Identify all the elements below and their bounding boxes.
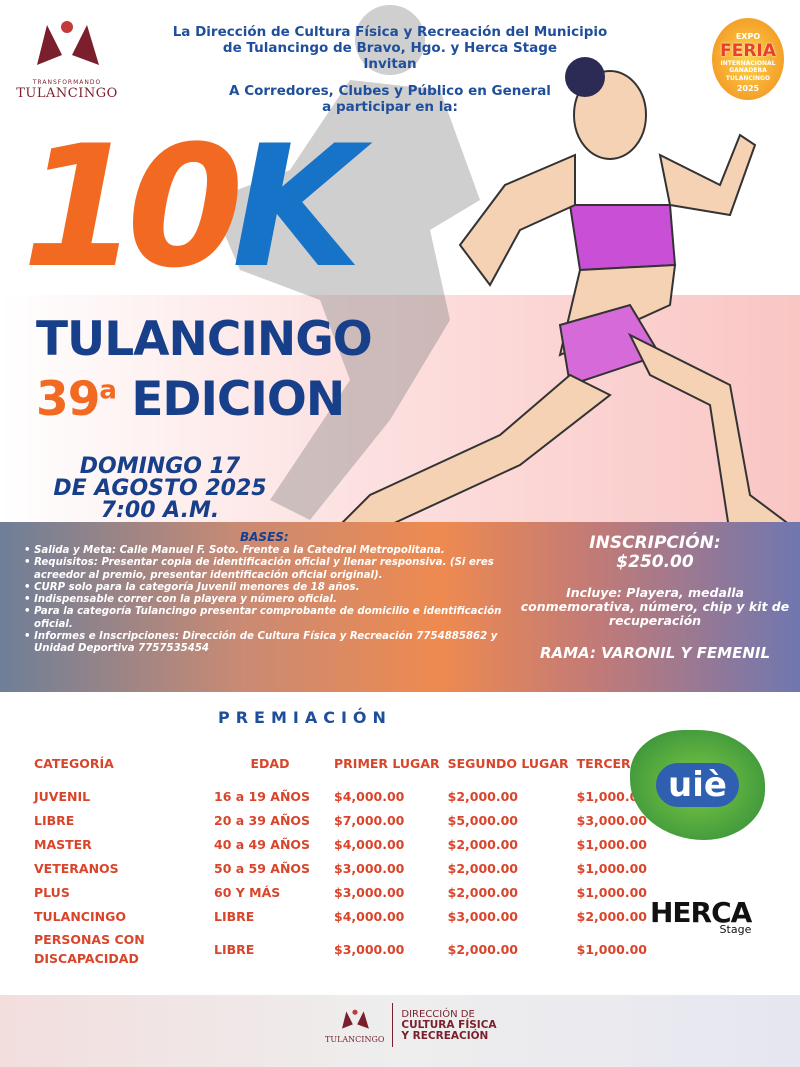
table-cell: $2,000.00	[447, 860, 519, 876]
column-header: PRIMER LUGAR	[334, 755, 440, 771]
table-cell: $1,000.00	[576, 941, 648, 957]
footer-logo: TULANCINGO DIRECCIÓN DE CULTURA FÍSICA Y R…	[325, 1003, 497, 1047]
list-item: CURP solo para la categoría Juvenil meno…	[24, 582, 524, 594]
table-cell: $3,000.00	[334, 860, 405, 876]
bases-list: Salida y Meta: Calle Manuel F. Soto. Fre…	[24, 545, 524, 656]
table-cell: $3,000.00	[334, 941, 405, 957]
table-cell: $7,000.00	[334, 812, 405, 828]
vie-logo: uiè	[630, 730, 765, 840]
column-header: CATEGORÍA	[34, 755, 114, 771]
premiacion-title: PREMIACIÓN	[218, 708, 392, 727]
table-cell: PERSONAS CON DISCAPACIDAD	[34, 932, 145, 966]
table-cell: $1,000.00	[576, 836, 648, 852]
table-cell: JUVENIL	[34, 788, 91, 804]
table-cell: LIBRE	[34, 812, 75, 828]
table-row: MASTER 40 a 49 AÑOS $4,000.00 $2,000.00 $1,0…	[30, 832, 686, 856]
table-cell: $1,000.00	[576, 884, 648, 900]
table-cell: VETERANOS	[34, 860, 119, 876]
table-cell: $2,000.00	[447, 788, 519, 804]
table-cell: PLUS	[34, 884, 70, 900]
table-cell: $4,000.00	[334, 836, 405, 852]
column-header: EDAD	[250, 755, 290, 771]
table-cell: MASTER	[34, 836, 92, 852]
footer	[0, 995, 800, 1067]
table-cell: $2,000.00	[447, 884, 519, 900]
inscription-info: INSCRIPCIÓN: $250.00 Incluye: Playera, m…	[520, 533, 790, 663]
table-row: TULANCINGO LIBRE $4,000.00 $3,000.00 $2,000.…	[30, 904, 686, 928]
list-item: Indispensable correr con la playera y nú…	[24, 594, 524, 606]
table-cell: $2,000.00	[447, 941, 519, 957]
table-cell: $2,000.00	[447, 836, 519, 852]
table-cell: $1,000.00	[576, 788, 648, 804]
table-cell: 20 a 39 AÑOS	[214, 812, 311, 828]
table-cell: 60 Y MÁS	[214, 884, 281, 900]
list-item: Para la categoría Tulancingo presentar c…	[24, 606, 524, 631]
column-header: SEGUNDO LUGAR	[447, 755, 569, 771]
table-cell: LIBRE	[214, 941, 255, 957]
table-cell: $5,000.00	[447, 812, 519, 828]
table-cell: $4,000.00	[334, 908, 405, 924]
tulancingo-logo: TRANSFORMANDO TULANCINGO	[12, 15, 122, 101]
table-cell: 50 a 59 AÑOS	[214, 860, 311, 876]
runner-illustration	[337, 57, 793, 535]
event-date: DOMINGO 17 DE AGOSTO 2025 7:00 A.M.	[53, 454, 267, 523]
expo-feria-logo: EXPO FERIA INTERNACIONAL GANADERA TULANC…	[712, 18, 784, 100]
table-cell: $3,000.00	[576, 812, 648, 828]
runner-silhouette	[210, 5, 480, 520]
title-10k: 10K	[22, 109, 362, 305]
herca-stage-logo: HERCA Stage	[650, 896, 752, 936]
list-item: Informes e Inscripciones: Dirección de C…	[24, 631, 524, 656]
table-cell: $2,000.00	[576, 908, 648, 924]
table-cell: 16 a 19 AÑOS	[214, 788, 311, 804]
table-row: JUVENIL 16 a 19 AÑOS $4,000.00 $2,000.00 $1,…	[30, 784, 686, 808]
table-row: LIBRE 20 a 39 AÑOS $7,000.00 $5,000.00 $3,00…	[30, 808, 686, 832]
table-cell: TULANCINGO	[34, 908, 126, 924]
table-row: PLUS 60 Y MÁS $3,000.00 $2,000.00 $1,000.00	[30, 880, 686, 904]
table-cell: $1,000.00	[576, 860, 648, 876]
table-cell: LIBRE	[214, 908, 255, 924]
table-cell: $3,000.00	[334, 884, 405, 900]
table-cell: 40 a 49 AÑOS	[214, 836, 311, 852]
list-item: Requisitos: Presentar copia de identific…	[24, 557, 524, 582]
table-row: PERSONAS CON DISCAPACIDAD LIBRE $3,000.00 $…	[30, 928, 686, 970]
prizes-table: CATEGORÍA EDAD PRIMER LUGAR SEGUNDO LUGAR TE…	[30, 742, 686, 970]
table-cell: $3,000.00	[447, 908, 519, 924]
table-cell: $4,000.00	[334, 788, 405, 804]
title-city: TULANCINGO	[36, 312, 373, 367]
list-item: Salida y Meta: Calle Manuel F. Soto. Fre…	[24, 545, 524, 557]
bases-title: BASES:	[240, 530, 289, 544]
table-row: VETERANOS 50 a 59 AÑOS $3,000.00 $2,000.00 $…	[30, 856, 686, 880]
header-text: La Dirección de Cultura Física y Recreac…	[172, 24, 608, 115]
title-edition: 39a EDICION	[36, 372, 345, 427]
